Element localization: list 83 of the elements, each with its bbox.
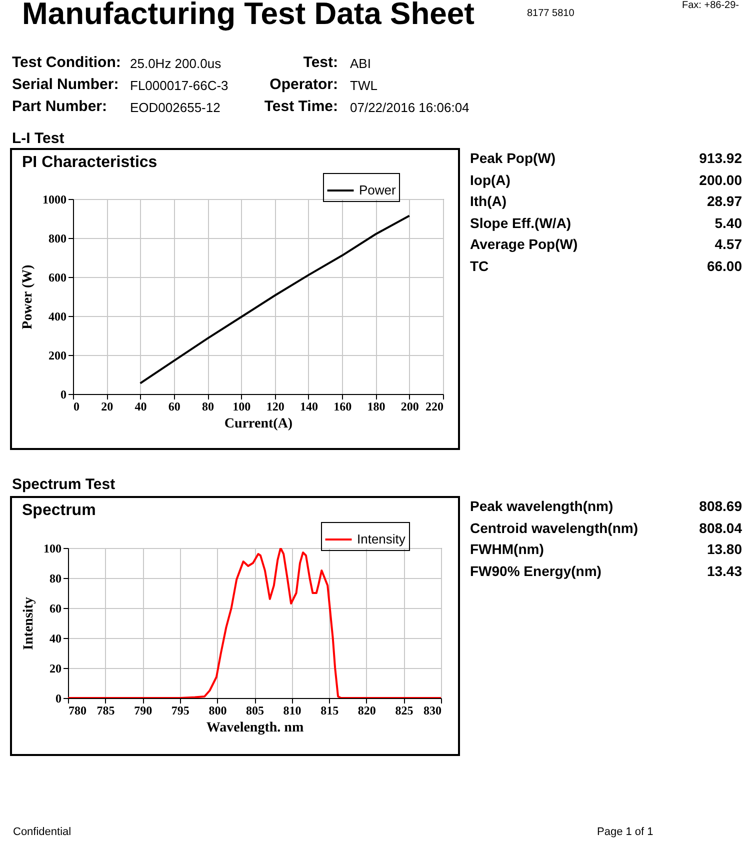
text: 13.43 bbox=[706, 562, 742, 578]
y-tick-label: 60 bbox=[50, 602, 62, 616]
chart-subtitle: PI Characteristics bbox=[22, 154, 158, 172]
text: Test Time: bbox=[264, 98, 338, 115]
text: 28.97 bbox=[706, 193, 742, 209]
y-tick-label: 100 bbox=[44, 542, 62, 556]
x-tick-label: 160 bbox=[334, 400, 352, 414]
legend-label: Power bbox=[359, 182, 397, 198]
y-axis-title: Power (W) bbox=[20, 264, 36, 330]
y-tick-label: 200 bbox=[48, 348, 66, 362]
text: FL000017-66C-3 bbox=[130, 78, 228, 93]
text: Confidential bbox=[13, 826, 72, 838]
x-tick-label: 805 bbox=[246, 704, 264, 718]
legend-label: Intensity bbox=[357, 532, 406, 546]
x-axis-title: Wavelength. nm bbox=[206, 720, 304, 736]
text: ABI bbox=[350, 56, 371, 71]
x-tick-label: 80 bbox=[202, 400, 214, 414]
y-tick-label: 400 bbox=[48, 310, 66, 324]
text: 808.69 bbox=[699, 498, 742, 514]
text: FW90% Energy(nm) bbox=[470, 562, 602, 578]
text: 07/22/2016 16:06:04 bbox=[350, 100, 470, 115]
x-tick-label: 820 bbox=[358, 704, 376, 718]
y-tick-label: 1000 bbox=[42, 192, 66, 206]
x-tick-label: 0 bbox=[74, 400, 80, 414]
text: EOD002655-12 bbox=[130, 100, 220, 115]
x-tick-label: 800 bbox=[208, 704, 227, 718]
text: Page 1 of 1 bbox=[597, 826, 654, 838]
text: 25.0Hz 200.0us bbox=[130, 56, 222, 71]
chart-subtitle: Spectrum bbox=[22, 502, 96, 520]
y-tick-label: 20 bbox=[50, 662, 62, 676]
x-tick-label: 785 bbox=[96, 704, 115, 718]
text: Iop(A) bbox=[470, 172, 510, 188]
x-tick-label: 810 bbox=[283, 704, 302, 718]
x-tick-label: 60 bbox=[168, 400, 180, 414]
text: 5.40 bbox=[714, 214, 742, 230]
y-tick-label: 0 bbox=[60, 388, 66, 402]
x-tick-label: 780 bbox=[68, 704, 86, 718]
text: TC bbox=[470, 258, 489, 274]
x-tick-label: 40 bbox=[134, 400, 147, 414]
x-tick-label: 795 bbox=[171, 704, 190, 718]
y-tick-label: 80 bbox=[50, 572, 62, 586]
text: 13.80 bbox=[706, 541, 742, 557]
x-tick-label: 830 bbox=[424, 704, 442, 718]
y-tick-label: 600 bbox=[48, 270, 66, 284]
x-tick-label: 180 bbox=[367, 400, 386, 414]
text: Peak wavelength(nm) bbox=[470, 498, 614, 514]
y-tick-label: 800 bbox=[48, 232, 66, 246]
text: 8177 5810 bbox=[527, 8, 574, 19]
x-tick-label: 140 bbox=[300, 400, 318, 414]
text: Test Condition: bbox=[12, 54, 121, 71]
text: Average Pop(W) bbox=[470, 236, 578, 252]
x-tick-label: 825 bbox=[395, 704, 414, 718]
x-tick-label: 790 bbox=[134, 704, 152, 718]
text: Ith(A) bbox=[470, 193, 507, 209]
text: FWHM(nm) bbox=[470, 541, 544, 557]
text: Centroid wavelength(nm) bbox=[470, 520, 638, 536]
text: Serial Number: bbox=[12, 76, 119, 93]
chart-title: L-I Test bbox=[12, 130, 64, 147]
x-tick-label: 200 bbox=[400, 400, 419, 414]
text: Peak Pop(W) bbox=[470, 150, 556, 166]
text: Fax: +86-29- bbox=[682, 0, 739, 11]
x-tick-label: 220 bbox=[426, 400, 444, 414]
text: Test: bbox=[303, 54, 338, 71]
chart-title: Spectrum Test bbox=[12, 476, 116, 493]
text: TWL bbox=[350, 78, 378, 93]
x-tick-label: 20 bbox=[101, 400, 114, 414]
x-tick-label: 120 bbox=[266, 400, 284, 414]
line-series bbox=[139, 214, 410, 384]
text: 913.92 bbox=[699, 150, 742, 166]
y-tick-label: 40 bbox=[50, 632, 62, 646]
y-axis-title: Intensity bbox=[22, 597, 36, 650]
text: Slope Eff.(W/A) bbox=[470, 214, 572, 230]
x-tick-label: 100 bbox=[232, 400, 251, 414]
text: Operator: bbox=[270, 76, 338, 93]
y-tick-label: 0 bbox=[56, 692, 62, 706]
text: 4.57 bbox=[714, 236, 742, 252]
text: 808.04 bbox=[699, 520, 742, 536]
x-tick-label: 815 bbox=[320, 704, 339, 718]
text: Manufacturing Test Data Sheet bbox=[22, 0, 474, 32]
text: 200.00 bbox=[699, 172, 742, 188]
text: Part Number: bbox=[12, 98, 108, 115]
text: 66.00 bbox=[706, 258, 742, 274]
x-axis-title: Current(A) bbox=[224, 416, 293, 432]
